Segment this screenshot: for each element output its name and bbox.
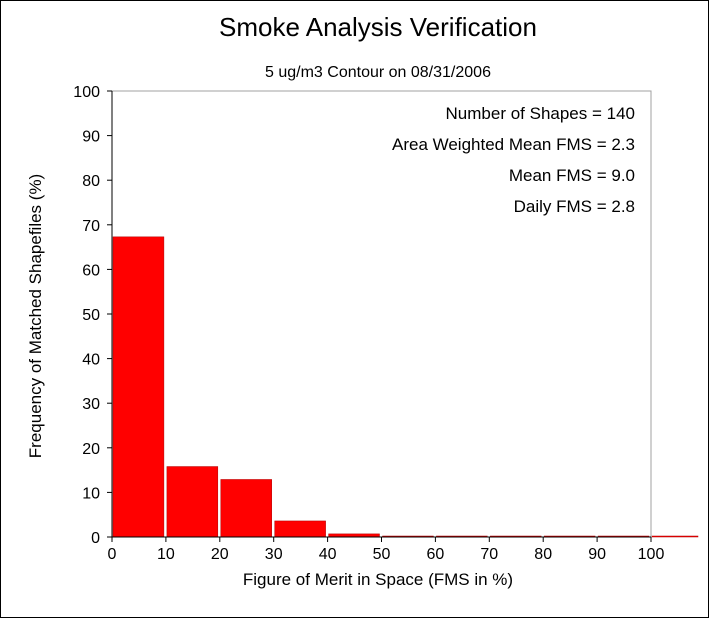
y-axis-label: Frequency of Matched Shapefiles (%) xyxy=(26,174,45,458)
histogram-bar xyxy=(274,520,326,538)
x-tick-label: 50 xyxy=(373,546,391,563)
y-tick-label: 100 xyxy=(73,84,100,101)
histogram-bar xyxy=(651,535,699,538)
bars-group xyxy=(112,236,699,538)
y-tick-label: 70 xyxy=(82,218,100,235)
y-tick-label: 40 xyxy=(82,352,100,369)
x-tick-label: 10 xyxy=(157,546,175,563)
chart-subtitle: 5 ug/m3 Contour on 08/31/2006 xyxy=(265,64,491,81)
x-tick-label: 20 xyxy=(211,546,229,563)
histogram-bar xyxy=(112,236,165,538)
chart-title: Smoke Analysis Verification xyxy=(219,12,537,42)
y-axis-ticks: 0 10 20 30 40 50 60 70 80 90 100 xyxy=(73,84,112,547)
x-tick-label: 90 xyxy=(588,546,606,563)
y-tick-label: 80 xyxy=(82,173,100,190)
x-tick-label: 40 xyxy=(319,546,337,563)
x-tick-label: 80 xyxy=(534,546,552,563)
x-axis-ticks: 0 10 20 30 40 50 60 70 80 90 100 xyxy=(108,537,665,563)
stats-annotation: Daily FMS = 2.8 xyxy=(514,197,635,216)
y-tick-label: 20 xyxy=(82,441,100,458)
stats-annotations: Number of Shapes = 140 Area Weighted Mean… xyxy=(392,104,635,216)
histogram-bar xyxy=(220,479,272,538)
y-tick-label: 60 xyxy=(82,262,100,279)
y-tick-label: 90 xyxy=(82,129,100,146)
x-tick-label: 100 xyxy=(638,546,665,563)
y-tick-label: 0 xyxy=(91,530,100,547)
x-tick-label: 0 xyxy=(108,546,117,563)
stats-annotation: Mean FMS = 9.0 xyxy=(509,166,635,185)
histogram-bar xyxy=(166,466,219,538)
x-axis-label: Figure of Merit in Space (FMS in %) xyxy=(243,570,513,589)
y-tick-label: 50 xyxy=(82,307,100,324)
y-tick-label: 30 xyxy=(82,396,100,413)
stats-annotation: Number of Shapes = 140 xyxy=(446,104,635,123)
y-tick-label: 10 xyxy=(82,485,100,502)
plot-area xyxy=(111,90,652,538)
stats-annotation: Area Weighted Mean FMS = 2.3 xyxy=(392,135,635,154)
x-tick-label: 30 xyxy=(265,546,283,563)
x-tick-label: 70 xyxy=(480,546,498,563)
x-tick-label: 60 xyxy=(427,546,445,563)
